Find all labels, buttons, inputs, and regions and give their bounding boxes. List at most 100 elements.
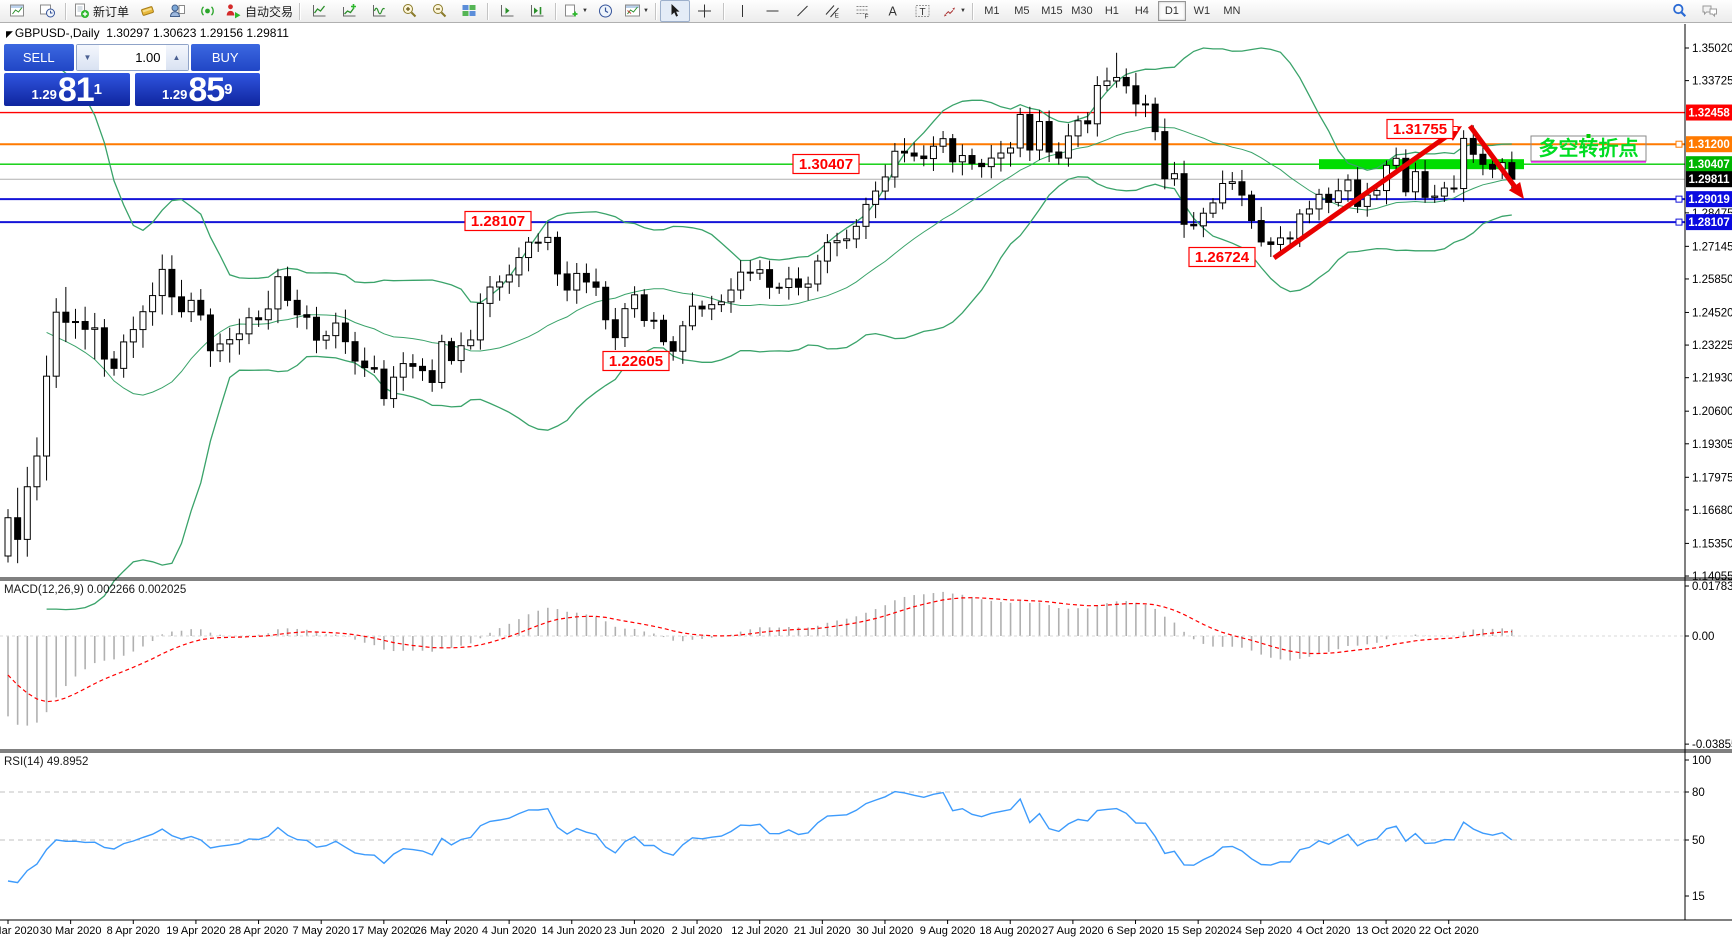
new-chart-icon[interactable] xyxy=(2,0,32,22)
volume-increase-button[interactable]: ▲ xyxy=(165,45,188,70)
horizontal-line-icon xyxy=(766,10,779,12)
dropdown-caret-icon[interactable]: ▼ xyxy=(642,8,649,14)
editor-icon[interactable] xyxy=(132,0,162,22)
arrows-icon[interactable]: ▼ xyxy=(938,0,969,22)
svg-text:13 Oct 2020: 13 Oct 2020 xyxy=(1356,925,1416,937)
dropdown-caret-icon[interactable]: ▼ xyxy=(959,8,966,14)
signals-icon[interactable] xyxy=(192,0,222,22)
svg-text:1.17975: 1.17975 xyxy=(1692,472,1732,484)
vertical-line-icon[interactable] xyxy=(728,0,758,22)
svg-text:30 Jul 2020: 30 Jul 2020 xyxy=(857,925,914,937)
trendline-icon[interactable] xyxy=(788,0,818,22)
oscillators-icon[interactable] xyxy=(364,0,394,22)
svg-text:F: F xyxy=(865,14,869,20)
svg-text:RSI(14) 49.8952: RSI(14) 49.8952 xyxy=(4,756,88,768)
svg-text:26 May 2020: 26 May 2020 xyxy=(415,925,479,937)
volume-decrease-button[interactable]: ▼ xyxy=(76,45,99,70)
green-highlight-bar[interactable] xyxy=(1319,159,1524,170)
timeframe-m1[interactable]: M1 xyxy=(984,5,1000,17)
svg-text:MACD(12,26,9) 0.002266 0.00202: MACD(12,26,9) 0.002266 0.002025 xyxy=(4,584,186,596)
svg-text:14 Jun 2020: 14 Jun 2020 xyxy=(541,925,602,937)
zoom-out-icon xyxy=(432,4,446,18)
timeframe-d1[interactable]: D1 xyxy=(1157,1,1186,21)
svg-text:1.28107: 1.28107 xyxy=(471,213,525,230)
svg-text:1.24520: 1.24520 xyxy=(1692,307,1732,319)
svg-text:9 Aug 2020: 9 Aug 2020 xyxy=(920,925,976,937)
experts-icon[interactable] xyxy=(162,0,192,22)
zoom-out-icon[interactable] xyxy=(424,0,454,22)
svg-text:30 Mar 2020: 30 Mar 2020 xyxy=(40,925,102,937)
turning-point-note[interactable]: 多空转折点 xyxy=(1530,134,1647,163)
horizontal-line-icon[interactable] xyxy=(758,0,788,22)
svg-text:1.29811: 1.29811 xyxy=(1689,174,1731,186)
sell-button[interactable]: SELL xyxy=(4,44,74,71)
zoom-in-icon[interactable] xyxy=(394,0,424,22)
svg-text:E: E xyxy=(835,13,840,20)
chart-type-icon[interactable]: ▼ xyxy=(621,0,652,22)
indicators-icon xyxy=(312,5,326,17)
timeframe-w1[interactable]: W1 xyxy=(1193,5,1211,17)
new-template-icon[interactable]: ▼ xyxy=(560,0,591,22)
timeframe-m5[interactable]: M5 xyxy=(1014,5,1030,17)
buy-button[interactable]: BUY xyxy=(190,44,260,71)
new-order-button[interactable]: 新订单 xyxy=(70,0,132,22)
search-icon[interactable] xyxy=(1664,0,1694,22)
clock-icon[interactable] xyxy=(591,0,621,22)
auto-scroll-icon[interactable] xyxy=(522,0,552,22)
timeframe-h1[interactable]: H1 xyxy=(1104,5,1119,17)
svg-text:15: 15 xyxy=(1692,891,1705,903)
crosshair-icon[interactable] xyxy=(690,0,720,22)
tile-windows-icon xyxy=(462,5,476,16)
label-icon[interactable]: T xyxy=(908,0,938,22)
indicator-axes: 0.017833 0.00 -0.038559 100 80 50 15 xyxy=(1685,581,1732,903)
new-chart-icon xyxy=(9,4,24,17)
channel-icon[interactable]: E xyxy=(818,0,848,22)
text-icon[interactable]: A xyxy=(878,0,908,22)
buy-price-prefix: 1.29 xyxy=(162,87,188,102)
new-template-icon xyxy=(565,4,578,17)
toolbar-separator xyxy=(722,2,725,20)
buy-price[interactable]: 1.29 85 9 xyxy=(134,73,260,107)
price-annotations[interactable]: 1.30407 1.28107 1.22605 1.31755 1.26724 xyxy=(464,118,1459,372)
svg-text:50: 50 xyxy=(1692,835,1705,847)
svg-text:27 Aug 2020: 27 Aug 2020 xyxy=(1042,925,1104,937)
svg-text:T: T xyxy=(920,7,926,18)
cursor-icon xyxy=(671,4,680,17)
volume-input[interactable]: 1.00 xyxy=(135,50,161,65)
new-order-icon xyxy=(75,3,89,18)
main-toolbar: 新订单 自动交易 ▼ ▼ E F A T ▼ M1 M5 M15 M30 H1 H4 D1 W1 MN xyxy=(0,0,1732,23)
chart-shift-icon[interactable] xyxy=(492,0,522,22)
volume-stepper: ▼ 1.00 ▲ xyxy=(75,44,189,71)
editor-icon xyxy=(140,6,154,16)
svg-text:15 Sep 2020: 15 Sep 2020 xyxy=(1167,925,1229,937)
autotrading-button[interactable]: 自动交易 xyxy=(222,0,296,22)
toolbar-separator xyxy=(65,2,67,20)
svg-text:1.25850: 1.25850 xyxy=(1692,274,1732,286)
svg-text:22 Oct 2020: 22 Oct 2020 xyxy=(1419,925,1479,937)
oscillators-icon xyxy=(372,5,386,17)
add-indicator-icon[interactable] xyxy=(334,0,364,22)
timeframe-h4[interactable]: H4 xyxy=(1134,5,1149,17)
chat-icon[interactable] xyxy=(1694,0,1724,22)
cursor-icon[interactable] xyxy=(659,0,690,22)
timeframe-m30[interactable]: M30 xyxy=(1071,5,1093,17)
new-order-button-label: 新订单 xyxy=(93,4,130,19)
price-axis[interactable]: 1.350201.337251.284751.271451.258501.245… xyxy=(1685,43,1732,583)
timeframe-mn[interactable]: MN xyxy=(1223,5,1241,17)
pane-separators[interactable] xyxy=(0,24,1732,921)
svg-text:1.26724: 1.26724 xyxy=(1195,249,1250,266)
svg-text:4 Jun 2020: 4 Jun 2020 xyxy=(482,925,536,937)
arrows-icon xyxy=(943,7,955,17)
timeframe-m15[interactable]: M15 xyxy=(1041,5,1063,17)
tile-windows-icon[interactable] xyxy=(454,0,484,22)
fibonacci-icon[interactable]: F xyxy=(848,0,878,22)
sell-price[interactable]: 1.29 81 1 xyxy=(4,73,130,107)
signals-icon xyxy=(200,6,214,16)
one-click-trading-panel: SELL ▼ 1.00 ▲ BUY 1.29 81 1 1.29 85 9 xyxy=(4,44,260,107)
profiles-icon[interactable] xyxy=(32,0,62,22)
dropdown-caret-icon[interactable]: ▼ xyxy=(582,8,588,14)
indicators-icon[interactable] xyxy=(304,0,334,22)
svg-text:21 Jul 2020: 21 Jul 2020 xyxy=(794,925,851,937)
